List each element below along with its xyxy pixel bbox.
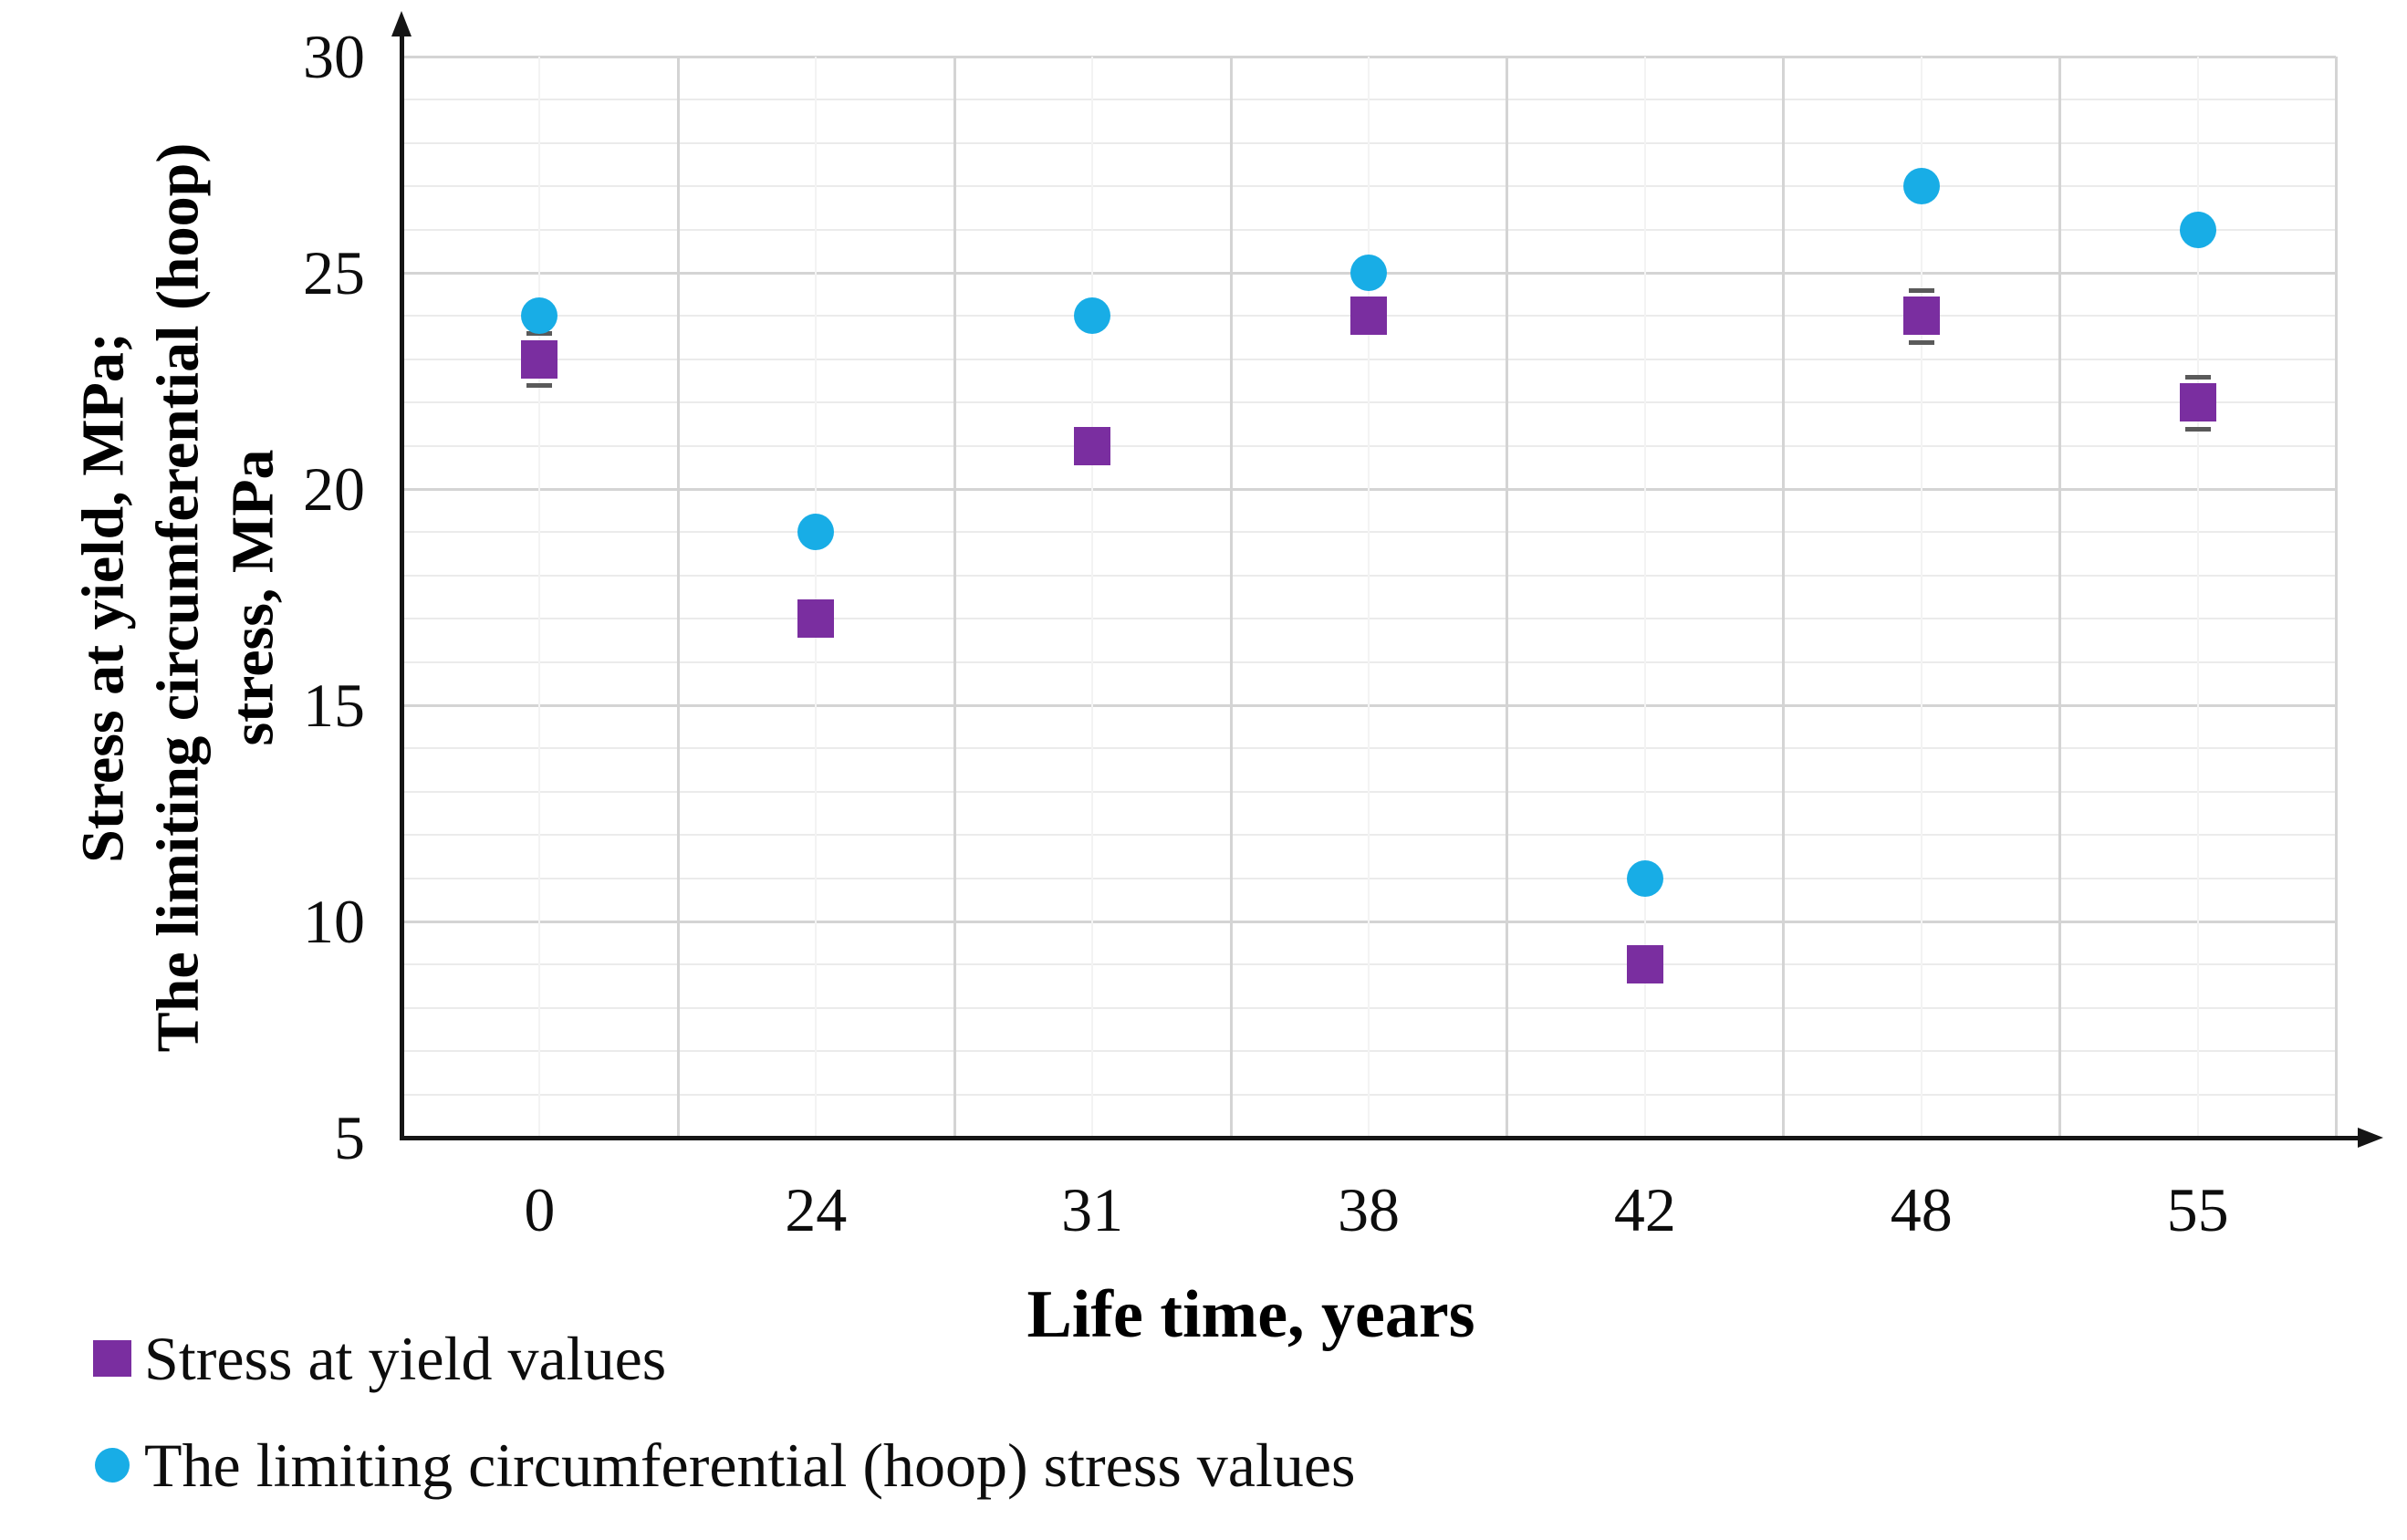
y-axis-title-line-1: Stress at yield, MPa; [69,331,137,863]
error-bar-cap [526,383,553,389]
data-point-square [1626,945,1663,984]
x-tick-label: 48 [1890,1175,1953,1244]
legend-square-swatch-icon [93,1340,131,1377]
data-point-circle [1902,168,1940,205]
gridline-vertical-minor [2196,57,2199,1138]
gridline-vertical-major [676,57,680,1138]
x-tick-label: 55 [2166,1175,2229,1244]
data-point-circle [521,297,558,335]
legend-label-yield: Stress at yield values [144,1324,667,1393]
y-axis-line [400,35,404,1140]
y-axis-title-line-2: The limiting circumferential (hoop) [144,142,212,1052]
x-tick-label: 31 [1061,1175,1124,1244]
gridline-vertical-major [953,57,956,1138]
data-point-circle [1074,297,1111,335]
y-tick-label: 5 [334,1103,365,1172]
y-tick-label: 25 [303,238,365,307]
error-bar-cap [1908,287,1934,293]
data-point-circle [1626,859,1663,897]
gridline-vertical-major [1506,57,1509,1138]
error-bar-cap [2184,374,2211,380]
error-bar-cap [1908,339,1934,345]
x-tick-label: 0 [524,1175,556,1244]
y-axis-arrow-icon [391,11,412,36]
gridline-vertical-minor [1091,57,1094,1138]
legend-label-hoop: The limiting circumferential (hoop) stre… [144,1431,1356,1500]
x-axis-arrow-icon [2358,1128,2383,1148]
y-tick-label: 15 [303,671,365,740]
y-tick-label: 10 [303,887,365,956]
gridline-vertical-major [1782,57,1786,1138]
y-tick-label: 30 [303,22,365,91]
data-point-circle [797,514,835,551]
gridline-vertical-major [2335,57,2338,1138]
data-point-circle [1350,255,1387,291]
legend-circle-swatch-icon [95,1448,130,1483]
x-tick-label: 42 [1613,1175,1676,1244]
data-point-square [1902,297,1940,336]
gridline-vertical-minor [1368,57,1370,1138]
gridline-vertical-minor [815,57,818,1138]
data-point-square [1074,426,1111,465]
x-tick-label: 38 [1338,1175,1400,1244]
x-tick-label: 24 [785,1175,848,1244]
x-axis-line [400,1136,2358,1140]
x-axis-title: Life time, years [1026,1277,1475,1352]
error-bar-cap [2184,426,2211,432]
data-point-square [521,339,558,379]
y-tick-label: 20 [303,454,365,524]
data-point-square [797,599,835,639]
gridline-vertical-minor [538,57,541,1138]
y-axis-title: Stress at yield, MPa; The limiting circu… [64,57,292,1138]
gridline-vertical-major [1229,57,1233,1138]
gridline-vertical-minor [1643,57,1646,1138]
gridline-vertical-minor [1920,57,1922,1138]
data-point-square [2179,383,2216,422]
data-point-square [1350,297,1387,336]
data-point-circle [2179,211,2216,248]
gridline-vertical-major [2058,57,2062,1138]
